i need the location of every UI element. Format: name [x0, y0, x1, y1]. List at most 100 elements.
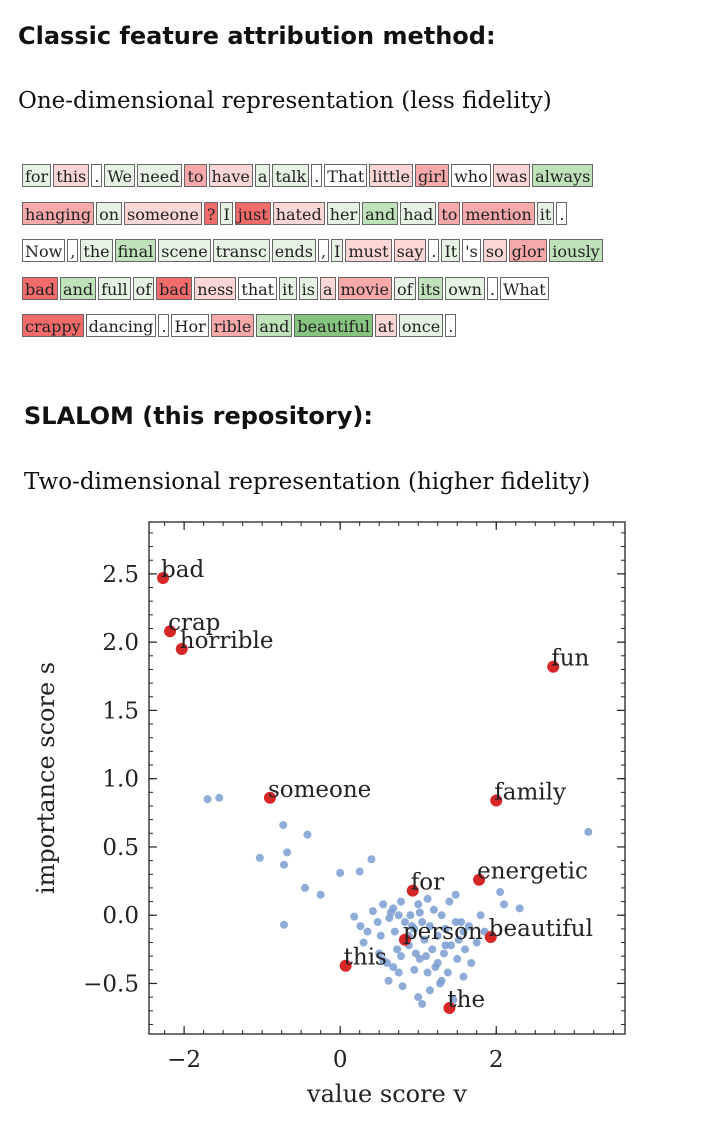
scatter-point: [418, 999, 427, 1008]
subtitle-two-dimensional: Two-dimensional representation (higher f…: [24, 469, 591, 495]
scatter-point: [422, 952, 431, 961]
scatter-point: [443, 968, 452, 977]
token-chip: .: [91, 164, 103, 187]
heading-slalom: SLALOM (this repository):: [24, 402, 373, 430]
scatter-point: [389, 963, 398, 972]
token-chip: iously: [549, 239, 603, 262]
token-chip: hanging: [22, 201, 95, 225]
token-chip: glor: [508, 239, 548, 262]
labeled-point: [339, 959, 352, 972]
token-chip: always: [532, 164, 594, 187]
scatter-point: [425, 986, 434, 995]
labeled-point: [263, 791, 276, 804]
y-tick-label: 1.0: [102, 767, 139, 793]
scatter-point: [423, 968, 432, 977]
token-chip: full: [98, 276, 131, 300]
token-chip: .: [158, 314, 170, 337]
scatter-point: [363, 927, 372, 936]
scatter-point: [336, 868, 345, 877]
scatter-point: [397, 952, 406, 961]
token-chip: have: [208, 164, 253, 187]
point-label: crap: [168, 610, 220, 636]
token-chip: bad: [22, 276, 59, 300]
token-chip: of: [132, 276, 155, 300]
token-chip: her: [326, 201, 361, 225]
labeled-point: [443, 1002, 456, 1015]
scatter-point: [441, 941, 450, 950]
point-label: fun: [551, 646, 589, 672]
scatter-point: [393, 945, 402, 954]
token-chip: ,: [67, 239, 79, 262]
token-chip: was: [492, 164, 531, 187]
token-chip: its: [417, 276, 444, 300]
scatter-point: [454, 935, 463, 944]
labeled-point: [473, 873, 486, 886]
token-chip: Now: [22, 239, 66, 262]
token-chip: had: [400, 201, 437, 225]
scatter-point: [437, 976, 446, 985]
y-tick-label: 0.0: [102, 903, 139, 929]
token-chip: We: [104, 164, 135, 187]
labeled-point: [157, 571, 170, 584]
token-chip: at: [374, 314, 397, 337]
scatter-point: [439, 949, 448, 958]
labeled-point: [175, 642, 188, 655]
heading-classic: Classic feature attribution method:: [18, 22, 496, 50]
scatter-point: [449, 995, 458, 1004]
scatter-point: [215, 793, 224, 802]
token-chip: to: [438, 201, 461, 225]
scatter-chart: −2 0 2 −0.5 0.0 0.5 1.0 1.5 2.0 2.5 value score v i…: [32, 521, 626, 1108]
scatter-point: [496, 888, 505, 897]
labeled-point: [547, 660, 560, 673]
scatter-point: [394, 968, 403, 977]
token-chip: hated: [272, 201, 325, 225]
point-label: family: [494, 780, 566, 806]
scatter-point: [203, 795, 212, 804]
scatter-point: [461, 945, 470, 954]
scatter-point: [355, 867, 364, 876]
labeled-point: [490, 794, 503, 807]
y-tick-label: 1.5: [102, 698, 139, 724]
token-chip: that: [238, 276, 278, 300]
token-chip: this: [53, 164, 90, 187]
token-chip: .: [311, 164, 323, 187]
scatter-point: [428, 945, 437, 954]
scatter-point: [415, 908, 424, 917]
x-axis-label: value score v: [306, 1080, 467, 1108]
scatter-point: [423, 894, 432, 903]
scatter-point: [451, 890, 460, 899]
token-chip: so: [482, 239, 507, 262]
scatter-point: [414, 993, 423, 1002]
point-label: beautiful: [489, 916, 593, 942]
token-chip: need: [136, 164, 183, 187]
token-chip: someone: [124, 201, 202, 225]
point-label: for: [411, 870, 444, 896]
scatter-point: [279, 920, 288, 929]
scatter-point: [584, 827, 593, 836]
scatter-point: [414, 900, 423, 909]
scatter-point: [453, 954, 462, 963]
scatter-point: [418, 918, 427, 927]
point-label: bad: [161, 557, 204, 583]
scatter-point: [397, 897, 406, 906]
token-chip: rible: [210, 314, 255, 337]
scatter-point: [437, 911, 446, 920]
token-chip: and: [256, 314, 293, 337]
point-label: this: [344, 945, 387, 971]
scatter-point: [390, 927, 399, 936]
scatter-point: [445, 897, 454, 906]
token-chip: own: [445, 276, 485, 300]
scatter-point: [472, 938, 481, 947]
token-chip: talk: [272, 164, 310, 187]
token-chip: a: [319, 276, 336, 300]
token-chip: and: [60, 276, 97, 300]
token-line: bad and full of bad ness that it is a movie of its ow…: [22, 276, 712, 303]
token-chip: 's: [462, 239, 481, 262]
scatter-point: [410, 965, 419, 974]
labeled-point: [406, 884, 419, 897]
scatter-point: [459, 972, 468, 981]
scatter-point: [457, 918, 466, 927]
scatter-point: [316, 890, 325, 899]
token-chip: I: [331, 239, 344, 262]
